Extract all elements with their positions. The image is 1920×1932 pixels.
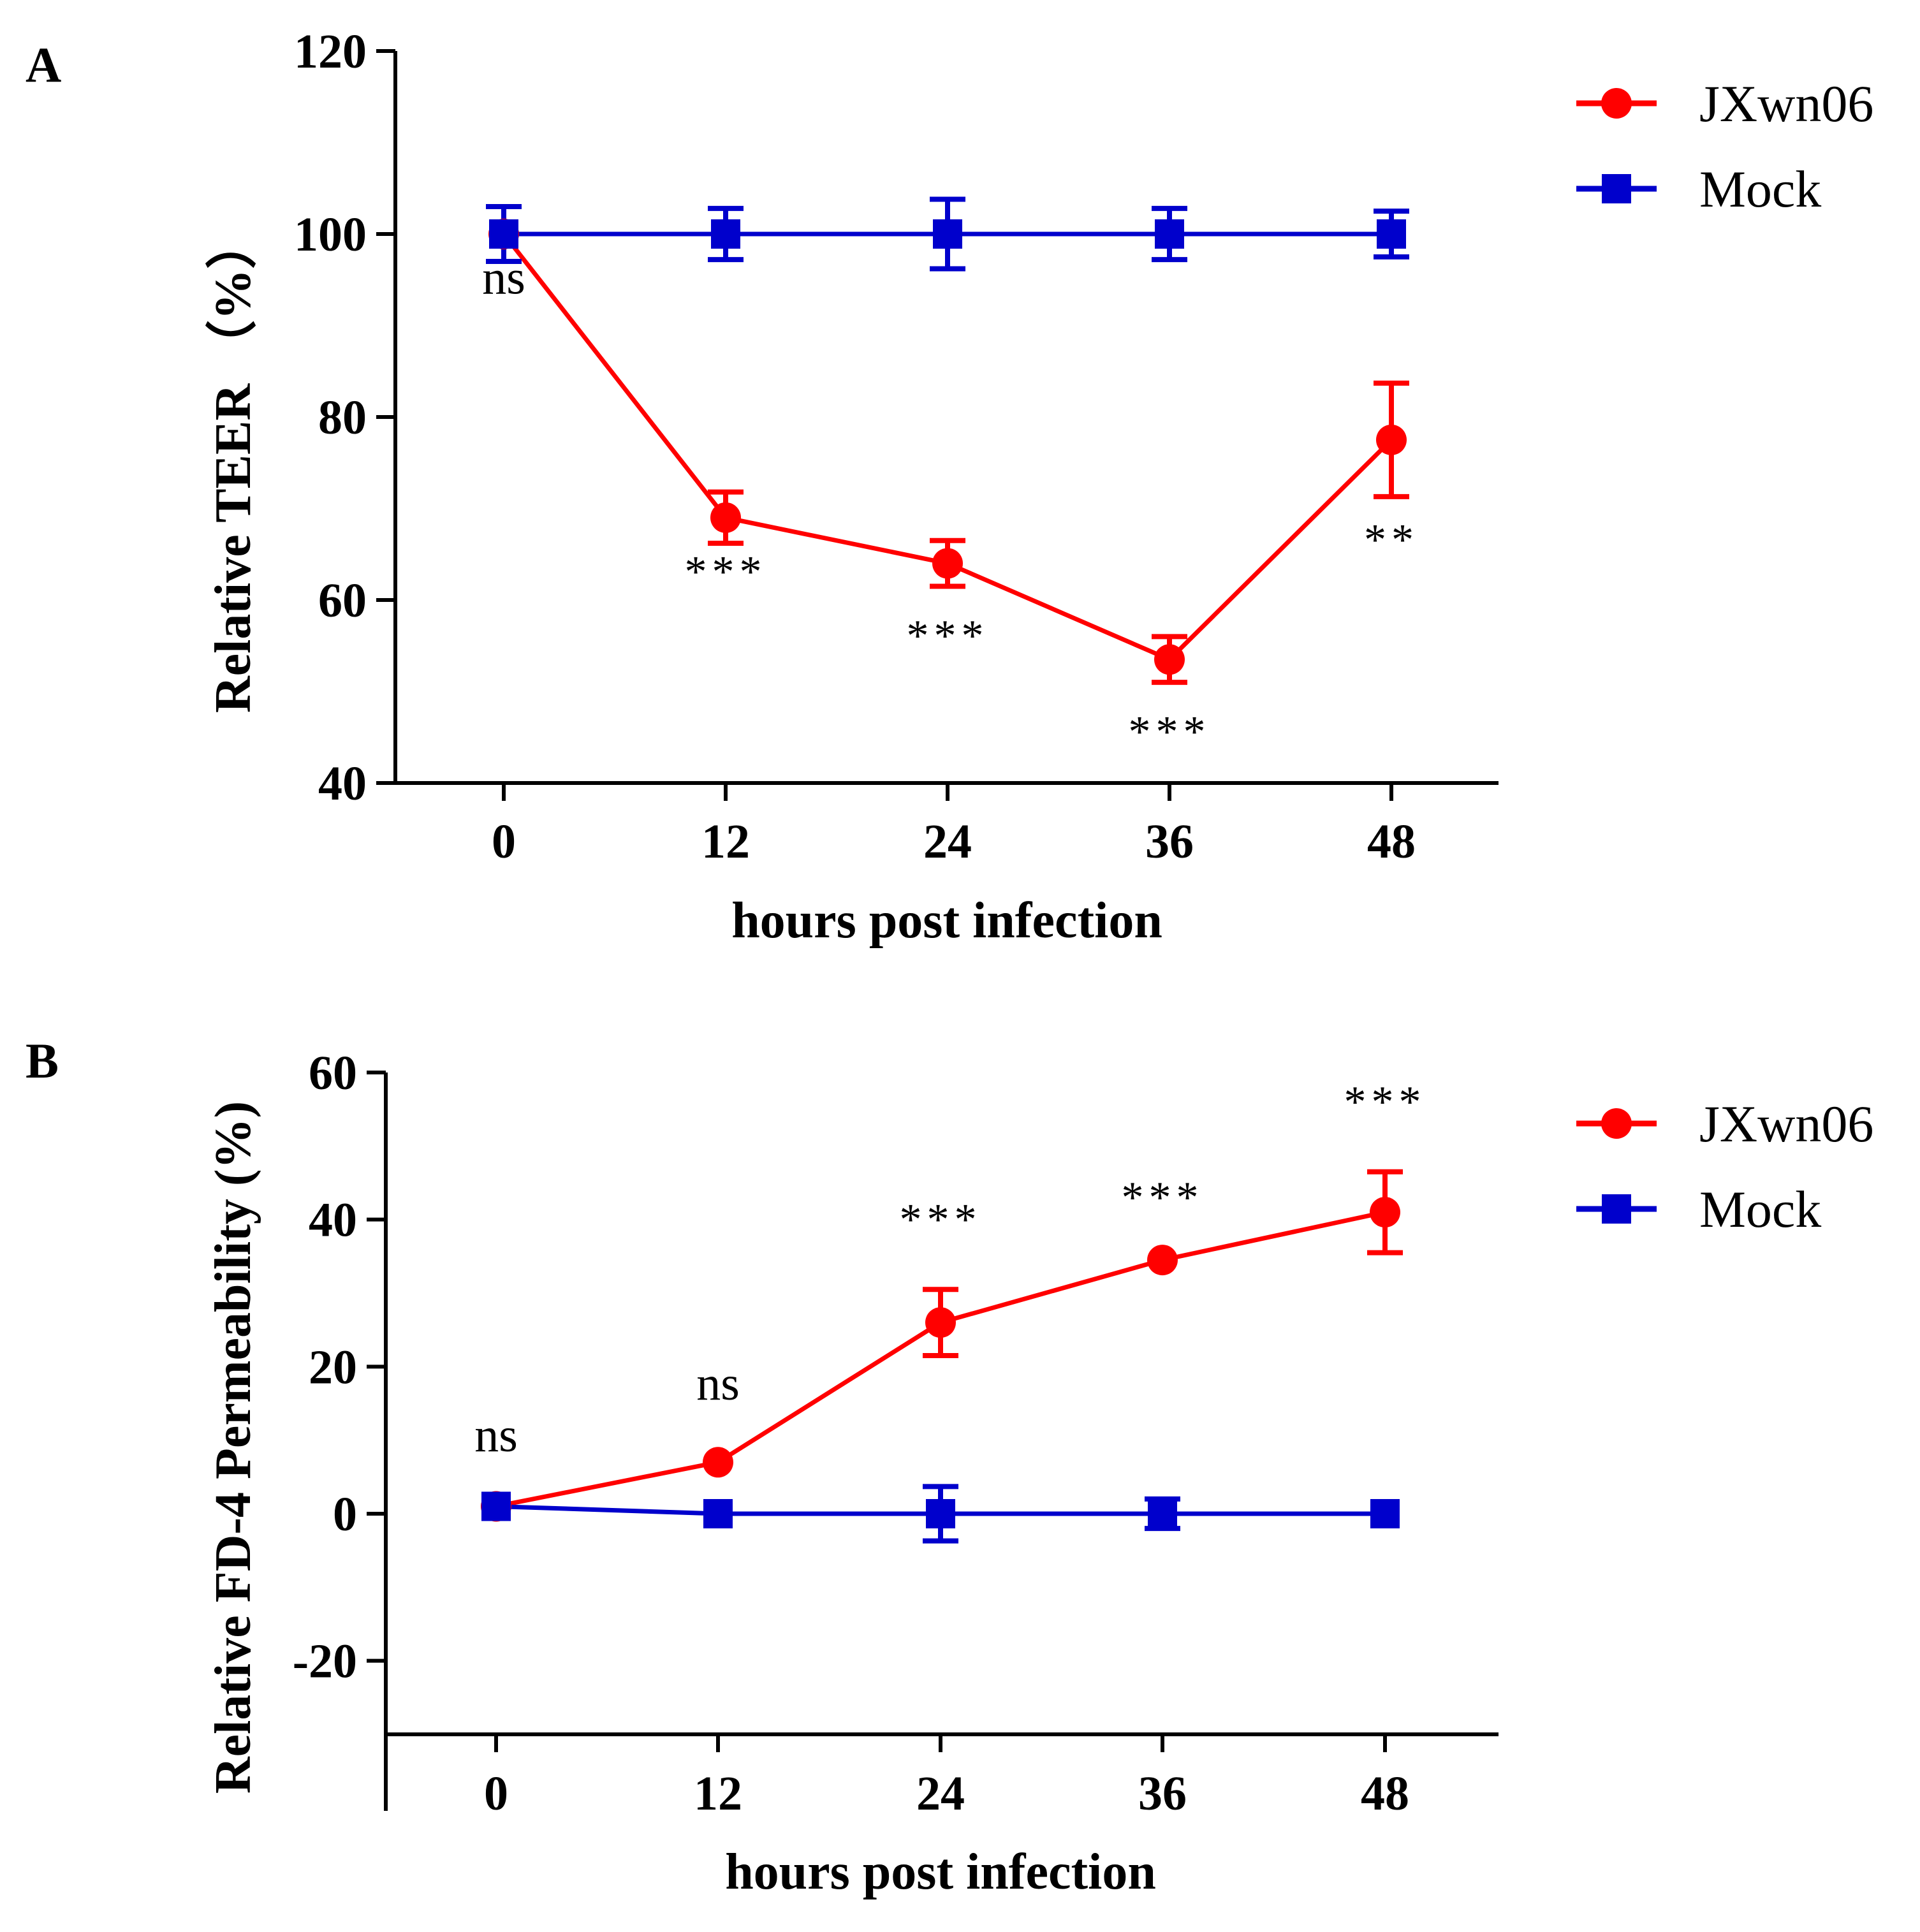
data-point [933, 219, 962, 249]
significance-label: ns [696, 1357, 740, 1410]
legend-marker [1602, 174, 1631, 203]
legend-marker [1601, 1108, 1632, 1139]
data-point [1154, 644, 1185, 675]
y-tick-label: 40 [309, 1194, 357, 1247]
data-markers [488, 219, 1407, 675]
significance-label: *** [1129, 708, 1211, 757]
data-point [1155, 219, 1184, 249]
x-tick-label: 24 [923, 815, 972, 868]
data-point [1370, 1197, 1400, 1228]
x-tick-label: 24 [916, 1767, 965, 1820]
legend-label: JXwn06 [1699, 75, 1873, 133]
legend-label: Mock [1699, 160, 1821, 218]
y-tick-label: 20 [309, 1340, 357, 1394]
error-bars [923, 1169, 1403, 1544]
data-markers [481, 1197, 1400, 1528]
x-tick-label: 36 [1138, 1767, 1187, 1820]
legend: JXwn06 Mock [1576, 1095, 1873, 1238]
legend-marker [1602, 1194, 1631, 1224]
data-point [481, 1491, 511, 1521]
x-tick-label: 12 [694, 1767, 742, 1820]
data-point [703, 1447, 733, 1478]
data-point [1147, 1245, 1178, 1276]
y-tick-label: 60 [318, 574, 367, 627]
x-axis-label: hours post infection [725, 1844, 1156, 1900]
x-tick-label: 36 [1145, 815, 1194, 868]
y-axis-label: Relative FD-4 Permeability (%) [205, 1101, 261, 1794]
axes: 40 60 80 100 120 0 12 24 36 48 [294, 25, 1499, 868]
significance-label: *** [685, 547, 767, 596]
panel-label-a: A [26, 37, 61, 92]
x-tick-label: 48 [1361, 1767, 1409, 1820]
chart-panel-b: B Relative FD-4 Permeability (%) hours p… [26, 1033, 1873, 1900]
error-bars [486, 196, 1409, 685]
data-point [925, 1307, 956, 1338]
legend-marker [1601, 88, 1632, 119]
series-lines [502, 231, 1393, 662]
significance-label: ns [482, 251, 525, 304]
data-point [489, 219, 518, 249]
series-line-jxwn06 [502, 232, 1393, 662]
y-tick-label: 80 [318, 391, 367, 444]
significance-label: ** [1364, 515, 1419, 564]
y-tick-label: 60 [309, 1046, 357, 1100]
legend: JXwn06 Mock [1576, 75, 1873, 218]
data-point [1377, 219, 1406, 249]
significance-annotations: ns ns *** *** *** [474, 1078, 1426, 1462]
significance-label: *** [900, 1196, 982, 1245]
significance-label: *** [907, 611, 989, 661]
axes: -20 0 20 40 60 0 12 24 36 48 [293, 1046, 1499, 1820]
x-tick-label: 12 [701, 815, 750, 868]
significance-label: ns [474, 1409, 518, 1462]
legend-label: JXwn06 [1699, 1095, 1873, 1153]
legend-label: Mock [1699, 1180, 1821, 1238]
x-axis-label: hours post infection [731, 893, 1162, 949]
data-point [710, 502, 741, 533]
data-point [703, 1499, 733, 1528]
x-tick-label: 0 [492, 815, 516, 868]
x-tick-label: 0 [484, 1767, 508, 1820]
y-tick-label: 120 [294, 25, 367, 78]
y-tick-label: 100 [294, 208, 367, 261]
chart-panel-a: A Relative TEER （%） hours post infection… [26, 25, 1873, 949]
data-point [711, 219, 740, 249]
significance-label: *** [1122, 1173, 1204, 1222]
data-point [926, 1499, 955, 1528]
y-tick-label: 0 [333, 1488, 357, 1541]
y-tick-label: 40 [318, 757, 367, 810]
data-point [1376, 424, 1407, 455]
data-point [932, 548, 963, 579]
series-lines [495, 1210, 1386, 1516]
panel-label-b: B [26, 1033, 59, 1088]
data-point [1148, 1499, 1177, 1528]
y-tick-label: -20 [293, 1635, 357, 1688]
significance-annotations: ns*********** [482, 251, 1419, 757]
series-line-jxwn06 [495, 1210, 1386, 1509]
data-point [1370, 1499, 1400, 1528]
significance-label: *** [1344, 1078, 1426, 1127]
x-tick-label: 48 [1367, 815, 1416, 868]
y-axis-label: Relative TEER （%） [205, 218, 261, 713]
